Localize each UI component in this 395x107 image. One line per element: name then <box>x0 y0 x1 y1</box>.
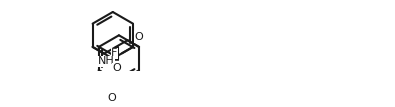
Text: O: O <box>113 63 121 73</box>
Text: O: O <box>135 32 143 42</box>
Text: O: O <box>107 93 116 103</box>
Text: NH: NH <box>98 56 115 66</box>
Text: F: F <box>111 48 118 58</box>
